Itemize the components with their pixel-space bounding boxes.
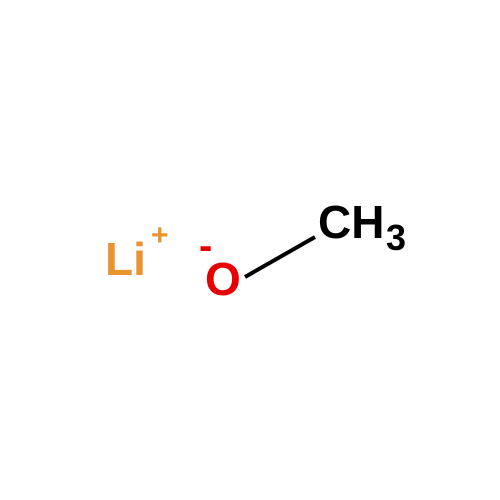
svg-text:CH: CH	[318, 196, 384, 248]
svg-text:3: 3	[386, 217, 406, 258]
svg-text:+: +	[151, 219, 169, 252]
atom-lithium: Li +	[105, 219, 169, 285]
svg-text:Li: Li	[105, 233, 146, 285]
bond-o-c	[245, 237, 315, 277]
atom-carbon: CH 3	[318, 196, 406, 258]
atom-oxygen: O -	[199, 224, 241, 305]
svg-text:-: -	[199, 224, 212, 268]
molecule-diagram: Li + O - CH 3	[0, 0, 500, 500]
